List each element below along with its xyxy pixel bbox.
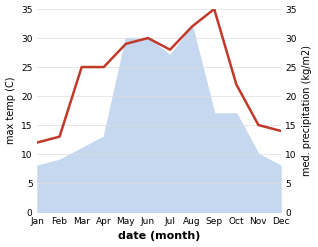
Y-axis label: max temp (C): max temp (C) xyxy=(5,77,16,144)
Y-axis label: med. precipitation (kg/m2): med. precipitation (kg/m2) xyxy=(302,45,313,176)
X-axis label: date (month): date (month) xyxy=(118,231,200,242)
